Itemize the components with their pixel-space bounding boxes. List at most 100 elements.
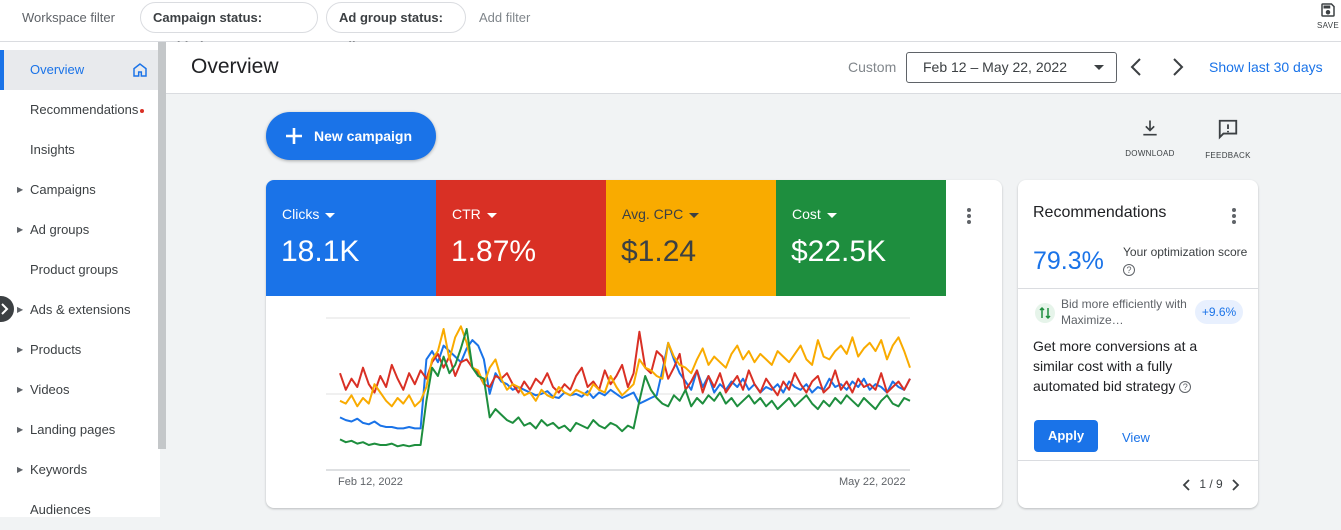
feedback-label: FEEDBACK [1205,151,1251,160]
caret-right-icon: ▶ [17,425,24,434]
sidebar-item-ad-groups[interactable]: ▶ Ad groups [0,210,158,250]
sidebar-item-recommendations[interactable]: Recommendations [0,90,158,130]
sidebar-item-product-groups[interactable]: Product groups [0,250,158,290]
x-axis-start-label: Feb 12, 2022 [338,476,403,488]
add-filter-link[interactable]: Add filter [479,10,531,25]
chevron-left-icon[interactable] [1182,479,1192,491]
metric-avg-cpc[interactable]: Avg. CPC $1.24 [606,180,776,296]
recommendations-pager: 1 / 9 [1182,477,1240,491]
sidebar-item-label: Overview [30,62,85,77]
sidebar-item-label: Products [30,342,82,357]
chart-more-options-button[interactable] [967,208,971,226]
pager-value: 1 / 9 [1199,477,1223,491]
sidebar-collapse-button[interactable] [0,296,14,322]
apply-button[interactable]: Apply [1034,420,1098,452]
notification-dot [140,108,145,113]
workspace-filter-bar: Workspace filter Campaign status: Enable… [0,0,1341,54]
sidebar-item-keywords[interactable]: ▶ Keywords [0,450,158,490]
caret-right-icon: ▶ [17,305,24,314]
sidebar-item-label: Videos [30,382,70,397]
metric-name[interactable]: Clicks [282,206,336,222]
sidebar-item-label: Ad groups [30,222,90,237]
page-title: Overview [191,55,279,78]
date-range-value: Feb 12 – May 22, 2022 [923,59,1067,75]
sidebar-item-insights[interactable]: Insights [0,130,158,170]
sidebar-item-landing-pages[interactable]: ▶ Landing pages [0,410,158,450]
series-line-3 [339,328,911,448]
new-campaign-button[interactable]: New campaign [266,112,436,160]
sidebar-item-label: Ads & extensions [30,302,131,317]
performance-chart-card: Clicks 18.1K CTR 1.87% Avg. CPC $1.24 Co… [266,180,1002,508]
help-icon[interactable]: ? [1179,381,1192,394]
new-campaign-label: New campaign [314,128,413,144]
sidebar-item-campaigns[interactable]: ▶ Campaigns [0,170,158,210]
plus-icon [286,128,302,144]
recommendations-title: Recommendations [1033,204,1167,221]
caret-down-icon [826,212,837,218]
show-last-30-days-link[interactable]: Show last 30 days [1209,59,1323,75]
save-icon [1321,3,1335,17]
series-line-2 [339,325,911,408]
caret-down-icon [486,212,497,218]
ad-group-status-chip[interactable]: Ad group status: All [326,2,466,54]
help-icon[interactable]: ? [1123,263,1135,276]
sidebar-item-label: Campaigns [30,182,96,197]
recommendations-card: Recommendations 79.3% Your optimization … [1018,180,1258,508]
sidebar-item-label: Audiences [30,502,91,517]
sidebar-item-label: Recommendations [30,102,139,117]
sidebar-item-products[interactable]: ▶ Products [0,330,158,370]
caret-right-icon: ▶ [17,465,24,474]
divider [1018,288,1258,289]
metric-value: $22.5K [791,235,887,268]
page-header: Overview Custom Feb 12 – May 22, 2022 Sh… [166,42,1341,94]
caret-right-icon: ▶ [17,345,24,354]
series-line-1 [339,330,911,397]
sidebar-item-ads-extensions[interactable]: ▶ Ads & extensions [0,290,158,330]
save-button[interactable]: SAVE [1315,1,1341,30]
download-label: DOWNLOAD [1125,149,1175,158]
home-icon [133,63,147,77]
next-period-button[interactable] [1170,56,1186,78]
metric-value: 1.87% [451,235,537,268]
sidebar-scrollbar[interactable] [158,42,166,449]
caret-right-icon: ▶ [17,385,24,394]
save-label: SAVE [1317,21,1339,30]
x-axis-end-label: May 22, 2022 [839,476,906,488]
metric-clicks[interactable]: Clicks 18.1K [266,180,436,296]
recommendations-more-options-button[interactable] [1232,208,1236,226]
caret-down-icon [1094,65,1104,70]
view-link[interactable]: View [1122,430,1150,445]
divider [1018,460,1258,461]
recommendation-description: Get more conversions at a similar cost w… [1033,338,1198,394]
caret-down-icon [689,212,700,218]
metric-cost[interactable]: Cost $22.5K [776,180,946,296]
caret-right-icon: ▶ [17,185,24,194]
metric-ctr[interactable]: CTR 1.87% [436,180,606,296]
sidebar-item-audiences[interactable]: Audiences [0,490,158,530]
feedback-button[interactable]: FEEDBACK [1198,118,1258,160]
optimization-score-label: Your optimization score ? [1123,245,1248,276]
metric-name[interactable]: Cost [792,206,837,222]
previous-period-button[interactable] [1128,56,1144,78]
sidebar-item-videos[interactable]: ▶ Videos [0,370,158,410]
campaign-status-chip[interactable]: Campaign status: Enabled [140,2,318,54]
chevron-right-icon [1,303,9,315]
sidebar-item-overview[interactable]: Overview [0,50,158,90]
sidebar-item-label: Landing pages [30,422,116,437]
sidebar-item-label: Product groups [30,262,119,277]
metric-name[interactable]: CTR [452,206,497,222]
optimization-score: 79.3% [1033,247,1104,275]
date-range-select[interactable]: Feb 12 – May 22, 2022 [906,52,1117,83]
workspace-filter-label: Workspace filter [22,10,115,25]
sidebar-item-label: Keywords [30,462,88,477]
sidebar-nav: Overview Recommendations Insights ▶ Camp… [0,42,160,517]
download-button[interactable]: DOWNLOAD [1120,118,1180,158]
metric-value: $1.24 [621,235,697,268]
metric-name[interactable]: Avg. CPC [622,206,700,222]
chevron-right-icon[interactable] [1230,479,1240,491]
metric-value: 18.1K [281,235,360,268]
recommendation-item-text[interactable]: Bid more efficiently with Maximize… [1061,297,1187,327]
download-icon [1143,120,1157,136]
bid-strategy-icon [1035,303,1055,323]
date-range-type-label: Custom [848,59,897,75]
